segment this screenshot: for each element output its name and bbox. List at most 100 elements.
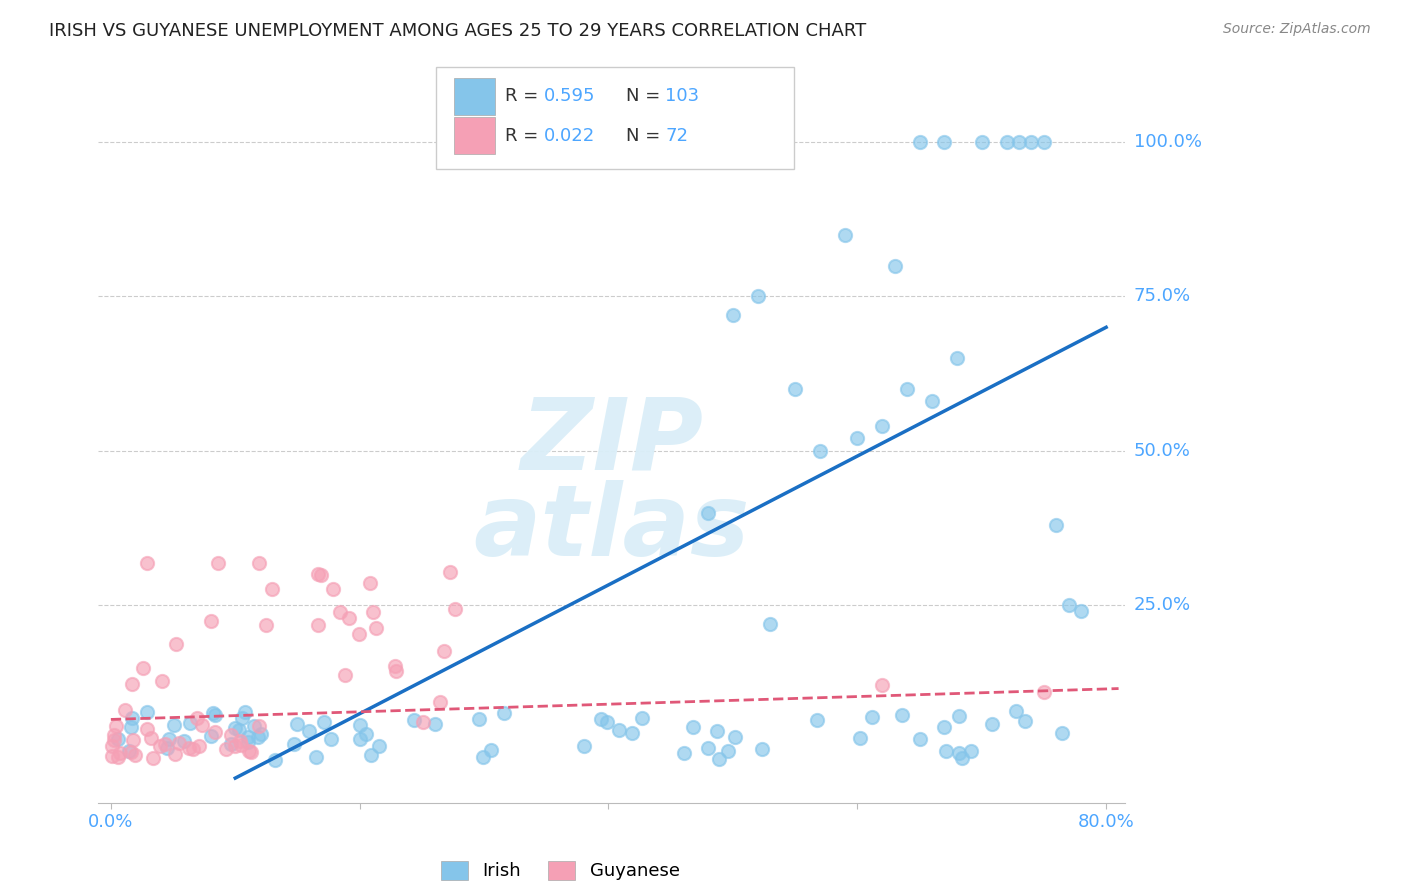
Point bbox=[150, 673, 173, 688]
Point bbox=[706, 724, 728, 739]
Point bbox=[103, 732, 125, 747]
Point bbox=[846, 432, 869, 446]
Point bbox=[285, 717, 308, 731]
Point bbox=[1032, 684, 1054, 698]
Point bbox=[308, 618, 330, 632]
Point bbox=[696, 741, 718, 756]
Point bbox=[153, 737, 176, 751]
Point bbox=[980, 716, 1002, 731]
Point bbox=[179, 715, 201, 730]
Point bbox=[283, 737, 305, 751]
Point bbox=[439, 565, 461, 579]
Point bbox=[107, 732, 129, 747]
Point bbox=[186, 711, 208, 725]
Point bbox=[298, 724, 321, 739]
Point bbox=[228, 723, 250, 738]
Point bbox=[607, 723, 630, 737]
Point bbox=[697, 506, 720, 520]
Point bbox=[254, 617, 277, 632]
Point bbox=[970, 135, 993, 149]
Point bbox=[808, 443, 831, 458]
Point bbox=[132, 661, 155, 675]
Point bbox=[806, 713, 828, 727]
Point bbox=[157, 731, 180, 746]
Point bbox=[305, 750, 328, 764]
Point bbox=[724, 730, 747, 744]
Point bbox=[360, 747, 382, 762]
Point bbox=[204, 725, 226, 739]
Text: N =: N = bbox=[626, 127, 665, 145]
Point bbox=[264, 752, 287, 766]
Point bbox=[114, 703, 136, 717]
Point bbox=[221, 728, 243, 742]
Point bbox=[361, 605, 384, 619]
Point bbox=[179, 740, 201, 755]
Point bbox=[349, 731, 371, 746]
Point bbox=[472, 749, 495, 764]
Point bbox=[1045, 517, 1067, 532]
Point bbox=[101, 739, 124, 754]
Point bbox=[367, 739, 389, 753]
Point bbox=[717, 744, 740, 758]
Point bbox=[1008, 135, 1031, 149]
Point bbox=[333, 668, 356, 682]
Point bbox=[103, 729, 125, 743]
Point bbox=[950, 751, 973, 765]
Text: N =: N = bbox=[626, 87, 665, 105]
Point bbox=[243, 719, 266, 733]
Point bbox=[121, 711, 143, 725]
Point bbox=[201, 706, 224, 720]
Point bbox=[572, 739, 595, 753]
Point bbox=[385, 664, 408, 678]
Point bbox=[118, 744, 141, 758]
Point bbox=[229, 734, 252, 748]
Point bbox=[156, 741, 179, 756]
Point bbox=[204, 707, 226, 722]
Point bbox=[121, 677, 143, 691]
Point bbox=[188, 739, 211, 753]
Point bbox=[433, 643, 456, 657]
Text: IRISH VS GUYANESE UNEMPLOYMENT AMONG AGES 25 TO 29 YEARS CORRELATION CHART: IRISH VS GUYANESE UNEMPLOYMENT AMONG AGE… bbox=[49, 22, 866, 40]
Point bbox=[751, 741, 773, 756]
Text: 100.0%: 100.0% bbox=[1133, 133, 1202, 151]
Text: ZIP: ZIP bbox=[520, 393, 703, 490]
Point bbox=[935, 744, 957, 758]
Point bbox=[1005, 705, 1028, 719]
Point bbox=[596, 714, 619, 729]
Point bbox=[120, 720, 142, 734]
Point bbox=[747, 289, 769, 303]
Point bbox=[759, 616, 782, 631]
Point bbox=[120, 746, 142, 760]
Point bbox=[231, 739, 253, 753]
Point bbox=[349, 718, 371, 732]
Point bbox=[934, 135, 956, 149]
Point bbox=[896, 382, 918, 396]
Text: R =: R = bbox=[505, 87, 544, 105]
Point bbox=[107, 750, 129, 764]
Point bbox=[238, 744, 260, 758]
Point bbox=[960, 744, 983, 758]
Point bbox=[224, 739, 246, 753]
Point bbox=[319, 732, 342, 747]
Point bbox=[870, 419, 893, 434]
Point bbox=[412, 715, 434, 730]
Point bbox=[250, 726, 273, 740]
Point bbox=[849, 731, 872, 745]
Text: R =: R = bbox=[505, 127, 544, 145]
Point bbox=[124, 748, 146, 763]
Point bbox=[707, 752, 730, 766]
Point bbox=[200, 614, 222, 628]
Point bbox=[834, 227, 856, 242]
Text: 25.0%: 25.0% bbox=[1133, 596, 1191, 615]
Point bbox=[163, 717, 186, 731]
Point bbox=[136, 722, 159, 736]
Point bbox=[721, 308, 744, 322]
Point bbox=[429, 695, 451, 709]
Point bbox=[231, 711, 253, 725]
Point bbox=[247, 718, 270, 732]
Point bbox=[1070, 604, 1092, 618]
Point bbox=[141, 731, 163, 745]
Text: 103: 103 bbox=[665, 87, 699, 105]
Point bbox=[233, 705, 256, 719]
Point bbox=[207, 556, 229, 570]
